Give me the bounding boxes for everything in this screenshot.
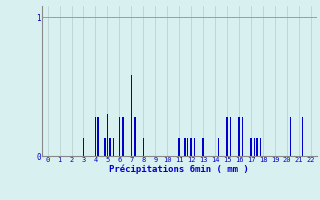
Bar <box>218 138 220 156</box>
Bar <box>242 117 243 156</box>
Bar <box>97 117 99 156</box>
Bar <box>113 138 114 156</box>
Bar <box>302 117 303 156</box>
Bar <box>122 117 124 156</box>
Bar <box>230 117 231 156</box>
Bar <box>260 138 261 156</box>
Bar <box>190 138 192 156</box>
Bar <box>226 117 228 156</box>
Bar <box>254 138 255 156</box>
X-axis label: Précipitations 6min ( mm ): Précipitations 6min ( mm ) <box>109 164 249 174</box>
Bar <box>238 117 240 156</box>
Bar <box>187 138 188 156</box>
Bar <box>194 138 196 156</box>
Bar <box>131 75 132 156</box>
Bar <box>179 138 180 156</box>
Bar <box>107 114 108 156</box>
Bar <box>143 138 144 156</box>
Bar <box>119 117 120 156</box>
Bar <box>250 138 252 156</box>
Bar <box>104 138 106 156</box>
Bar <box>290 117 291 156</box>
Bar <box>203 138 204 156</box>
Bar <box>256 138 258 156</box>
Bar <box>109 138 110 156</box>
Bar <box>184 138 186 156</box>
Bar <box>134 117 136 156</box>
Bar <box>83 138 84 156</box>
Bar <box>95 117 96 156</box>
